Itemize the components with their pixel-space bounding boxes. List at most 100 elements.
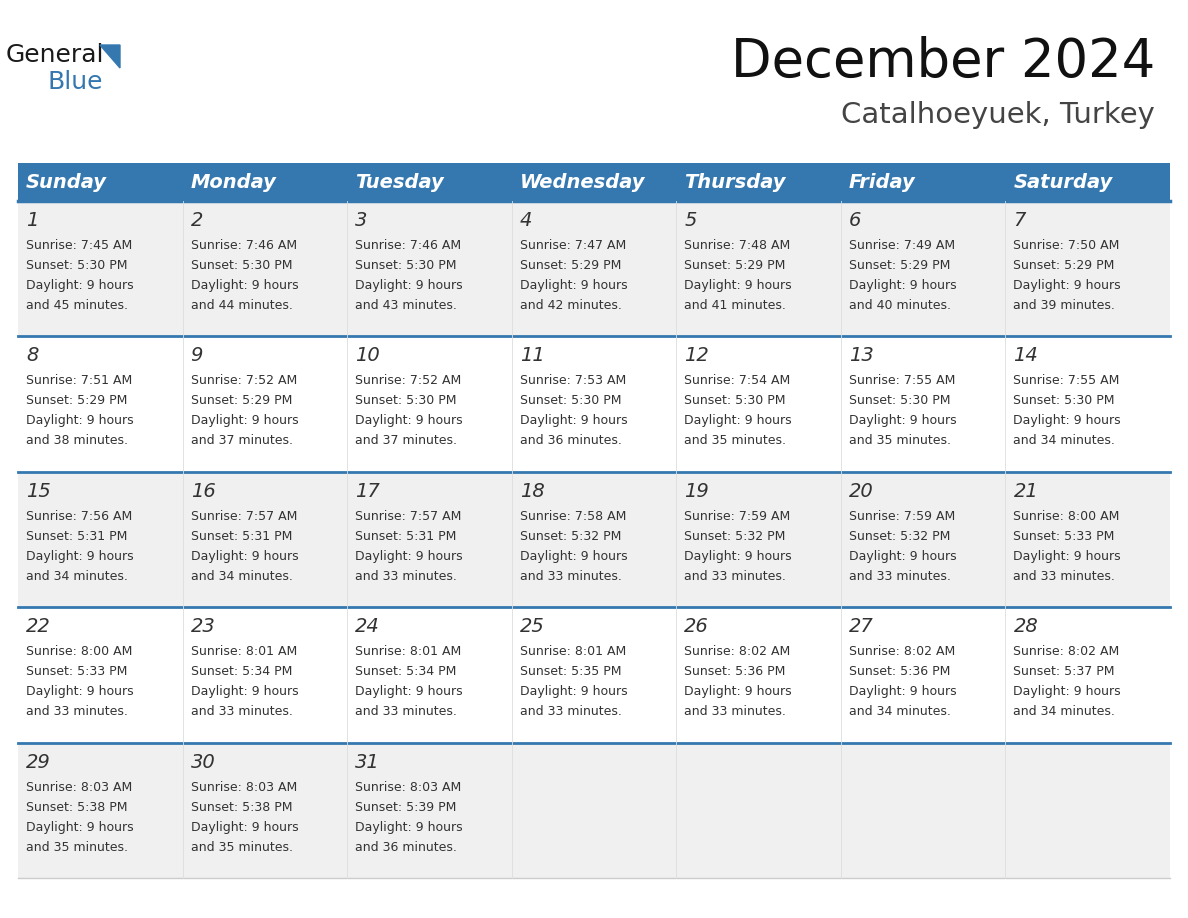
Text: and 35 minutes.: and 35 minutes. <box>26 841 128 854</box>
Text: Sunrise: 8:01 AM: Sunrise: 8:01 AM <box>190 645 297 658</box>
Bar <box>347 472 512 607</box>
Text: Wednesday: Wednesday <box>519 173 645 192</box>
Text: 3: 3 <box>355 211 367 230</box>
Text: Daylight: 9 hours: Daylight: 9 hours <box>355 279 463 292</box>
Text: and 42 minutes.: and 42 minutes. <box>519 299 621 312</box>
Text: December 2024: December 2024 <box>731 36 1155 88</box>
Bar <box>183 336 347 472</box>
Text: Sunrise: 7:45 AM: Sunrise: 7:45 AM <box>26 239 132 252</box>
Text: Sunrise: 7:51 AM: Sunrise: 7:51 AM <box>26 375 132 387</box>
Text: 17: 17 <box>355 482 380 501</box>
Text: 29: 29 <box>26 753 51 772</box>
Text: Sunset: 5:36 PM: Sunset: 5:36 PM <box>849 666 950 678</box>
Text: 15: 15 <box>26 482 51 501</box>
Text: Daylight: 9 hours: Daylight: 9 hours <box>26 821 133 834</box>
Bar <box>1005 336 1170 472</box>
Text: and 37 minutes.: and 37 minutes. <box>190 434 292 447</box>
Text: and 33 minutes.: and 33 minutes. <box>26 705 128 718</box>
Text: Sunset: 5:31 PM: Sunset: 5:31 PM <box>190 530 292 543</box>
Text: Sunset: 5:35 PM: Sunset: 5:35 PM <box>519 666 621 678</box>
Text: and 37 minutes.: and 37 minutes. <box>355 434 457 447</box>
Bar <box>1005 201 1170 336</box>
Bar <box>18 607 183 743</box>
Text: 1: 1 <box>26 211 38 230</box>
Text: Daylight: 9 hours: Daylight: 9 hours <box>26 550 133 563</box>
Text: Sunrise: 7:55 AM: Sunrise: 7:55 AM <box>1013 375 1120 387</box>
Text: Daylight: 9 hours: Daylight: 9 hours <box>355 414 463 428</box>
Text: Catalhoeyuek, Turkey: Catalhoeyuek, Turkey <box>841 101 1155 129</box>
Text: Sunset: 5:30 PM: Sunset: 5:30 PM <box>1013 395 1114 408</box>
Bar <box>512 201 676 336</box>
Text: Sunrise: 8:03 AM: Sunrise: 8:03 AM <box>355 780 461 793</box>
Text: Sunrise: 8:00 AM: Sunrise: 8:00 AM <box>26 645 132 658</box>
Text: 31: 31 <box>355 753 380 772</box>
Text: and 34 minutes.: and 34 minutes. <box>26 570 128 583</box>
Bar <box>841 201 1005 336</box>
Text: Sunrise: 7:56 AM: Sunrise: 7:56 AM <box>26 509 132 522</box>
Text: Sunrise: 8:01 AM: Sunrise: 8:01 AM <box>519 645 626 658</box>
Bar <box>183 201 347 336</box>
Text: Sunset: 5:30 PM: Sunset: 5:30 PM <box>684 395 785 408</box>
Text: Daylight: 9 hours: Daylight: 9 hours <box>849 685 956 699</box>
Text: 25: 25 <box>519 617 544 636</box>
Text: and 34 minutes.: and 34 minutes. <box>190 570 292 583</box>
Text: Sunrise: 7:57 AM: Sunrise: 7:57 AM <box>190 509 297 522</box>
Bar <box>183 743 347 878</box>
Text: Sunset: 5:31 PM: Sunset: 5:31 PM <box>26 530 127 543</box>
Text: Daylight: 9 hours: Daylight: 9 hours <box>849 550 956 563</box>
Bar <box>18 163 183 201</box>
Text: 12: 12 <box>684 346 709 365</box>
Text: Sunset: 5:29 PM: Sunset: 5:29 PM <box>190 395 292 408</box>
Text: Daylight: 9 hours: Daylight: 9 hours <box>26 279 133 292</box>
Text: 14: 14 <box>1013 346 1038 365</box>
Text: Sunrise: 7:54 AM: Sunrise: 7:54 AM <box>684 375 790 387</box>
Text: Sunset: 5:29 PM: Sunset: 5:29 PM <box>26 395 127 408</box>
Bar <box>676 201 841 336</box>
Text: 8: 8 <box>26 346 38 365</box>
Text: Sunrise: 8:02 AM: Sunrise: 8:02 AM <box>849 645 955 658</box>
Text: Sunset: 5:30 PM: Sunset: 5:30 PM <box>26 259 127 272</box>
Text: 10: 10 <box>355 346 380 365</box>
Bar <box>512 743 676 878</box>
Text: and 34 minutes.: and 34 minutes. <box>849 705 950 718</box>
Text: and 33 minutes.: and 33 minutes. <box>849 570 950 583</box>
Text: Sunrise: 7:52 AM: Sunrise: 7:52 AM <box>355 375 461 387</box>
Text: Sunset: 5:33 PM: Sunset: 5:33 PM <box>26 666 127 678</box>
Text: Daylight: 9 hours: Daylight: 9 hours <box>355 821 463 834</box>
Polygon shape <box>100 45 120 68</box>
Bar <box>841 472 1005 607</box>
Bar <box>676 472 841 607</box>
Text: Daylight: 9 hours: Daylight: 9 hours <box>684 685 792 699</box>
Text: Friday: Friday <box>849 173 916 192</box>
Text: Blue: Blue <box>48 70 102 94</box>
Bar <box>841 743 1005 878</box>
Text: Daylight: 9 hours: Daylight: 9 hours <box>190 821 298 834</box>
Bar <box>18 201 183 336</box>
Text: Sunset: 5:39 PM: Sunset: 5:39 PM <box>355 800 456 813</box>
Text: Tuesday: Tuesday <box>355 173 444 192</box>
Bar <box>841 607 1005 743</box>
Text: Sunrise: 8:03 AM: Sunrise: 8:03 AM <box>26 780 132 793</box>
Bar <box>183 472 347 607</box>
Text: Sunrise: 8:02 AM: Sunrise: 8:02 AM <box>1013 645 1119 658</box>
Text: and 41 minutes.: and 41 minutes. <box>684 299 786 312</box>
Text: Daylight: 9 hours: Daylight: 9 hours <box>355 685 463 699</box>
Bar <box>183 163 347 201</box>
Bar <box>347 743 512 878</box>
Text: 11: 11 <box>519 346 544 365</box>
Text: Sunrise: 8:00 AM: Sunrise: 8:00 AM <box>1013 509 1120 522</box>
Text: Daylight: 9 hours: Daylight: 9 hours <box>849 279 956 292</box>
Text: Daylight: 9 hours: Daylight: 9 hours <box>1013 550 1121 563</box>
Text: and 33 minutes.: and 33 minutes. <box>190 705 292 718</box>
Text: Sunset: 5:30 PM: Sunset: 5:30 PM <box>849 395 950 408</box>
Bar <box>1005 163 1170 201</box>
Text: 24: 24 <box>355 617 380 636</box>
Bar <box>347 201 512 336</box>
Text: and 36 minutes.: and 36 minutes. <box>519 434 621 447</box>
Text: 23: 23 <box>190 617 215 636</box>
Text: 9: 9 <box>190 346 203 365</box>
Text: Daylight: 9 hours: Daylight: 9 hours <box>684 414 792 428</box>
Text: Sunset: 5:38 PM: Sunset: 5:38 PM <box>26 800 127 813</box>
Text: 16: 16 <box>190 482 215 501</box>
Text: Sunset: 5:32 PM: Sunset: 5:32 PM <box>849 530 950 543</box>
